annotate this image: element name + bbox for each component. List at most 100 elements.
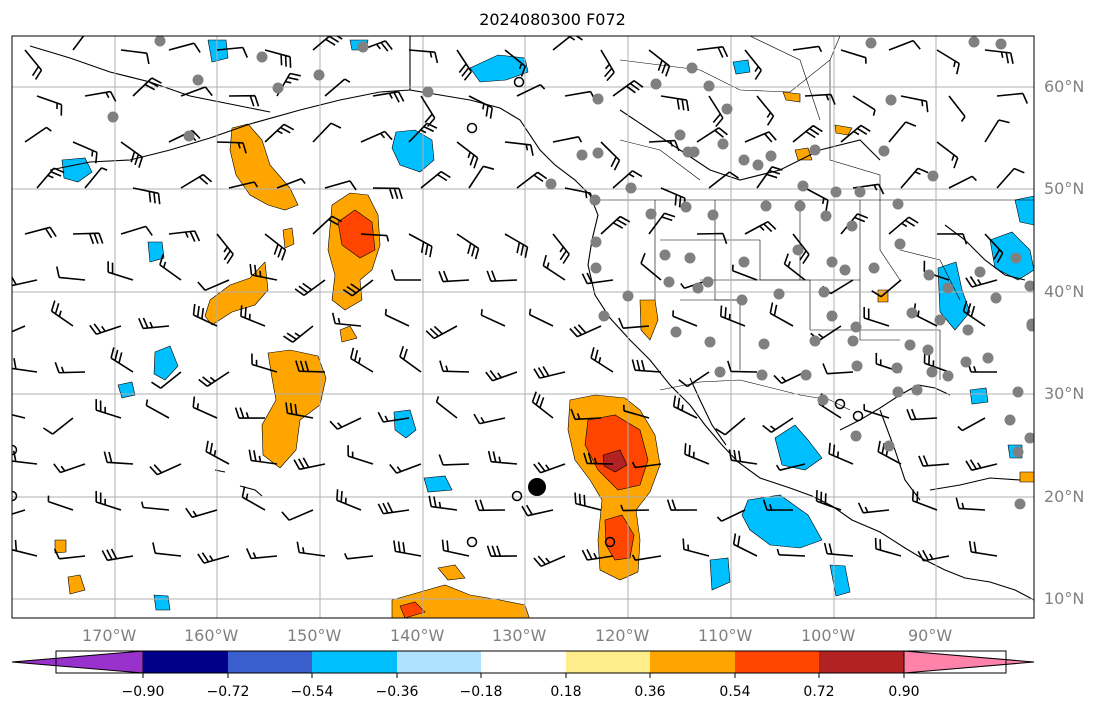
track-circle xyxy=(466,122,478,134)
station-dot xyxy=(545,178,557,190)
station-dot xyxy=(760,200,772,212)
station-dot xyxy=(183,130,195,142)
wind-barb xyxy=(965,459,998,471)
wind-barb xyxy=(281,509,314,521)
wind-barb xyxy=(438,454,470,466)
wind-barb xyxy=(957,417,986,432)
wind-barb xyxy=(783,253,806,281)
station-dot xyxy=(809,335,821,347)
station-dot xyxy=(892,198,904,210)
colorbar-tick-label: −0.36 xyxy=(375,684,419,700)
wind-barb xyxy=(159,254,182,281)
station-dot xyxy=(1004,414,1016,426)
station-dot xyxy=(830,186,842,198)
wind-barb xyxy=(295,360,326,373)
wind-barb xyxy=(874,537,902,557)
wind-barb xyxy=(72,36,85,51)
wind-barb xyxy=(276,178,306,189)
wind-barb xyxy=(120,225,153,236)
lon-label: 90°W xyxy=(908,626,953,645)
track-circle xyxy=(12,490,18,502)
wind-barb xyxy=(197,279,230,292)
station-dot xyxy=(926,366,938,378)
colorbar-tick-label: 0.90 xyxy=(888,684,920,700)
station-dot xyxy=(826,256,838,268)
lat-label: 20°N xyxy=(1044,487,1085,506)
wind-barb xyxy=(823,542,854,557)
station-dot xyxy=(756,369,768,381)
station-dot xyxy=(846,220,858,232)
station-dot xyxy=(883,440,895,452)
station-dot xyxy=(592,93,604,105)
station-dot xyxy=(847,335,859,347)
wind-barb xyxy=(276,72,301,97)
wind-barb xyxy=(360,130,393,143)
wind-barb xyxy=(428,495,458,511)
wind-barb xyxy=(696,127,728,143)
wind-barb xyxy=(408,233,433,258)
station-dot xyxy=(891,362,903,374)
wind-barb xyxy=(245,548,278,560)
wind-barb xyxy=(296,541,326,557)
wind-barb xyxy=(504,233,529,258)
wind-barb xyxy=(251,353,278,373)
station-dot xyxy=(904,339,916,351)
track-circle xyxy=(466,536,478,548)
station-dot xyxy=(357,41,369,53)
wind-barb xyxy=(12,539,38,557)
station-dot xyxy=(911,384,923,396)
wind-barb xyxy=(968,540,998,557)
station-dot xyxy=(589,194,601,206)
station-dot xyxy=(670,326,682,338)
colorbar-tick-label: −0.72 xyxy=(206,684,250,700)
wind-barb xyxy=(84,167,108,189)
wind-barb xyxy=(648,49,671,77)
lon-label: 160°W xyxy=(184,626,239,645)
wind-barb xyxy=(408,122,438,143)
station-dot xyxy=(922,344,934,356)
wind-barb xyxy=(53,548,86,560)
wind-barb xyxy=(996,92,1029,104)
wind-barb xyxy=(384,308,410,327)
storm-center-marker xyxy=(528,478,546,496)
wind-barb xyxy=(441,539,470,557)
wind-barb xyxy=(762,417,794,433)
wind-barb xyxy=(372,90,405,103)
wind-barb xyxy=(888,121,917,143)
wind-barb xyxy=(631,554,662,561)
wind-barb xyxy=(249,263,278,281)
wind-barb xyxy=(264,233,287,261)
station-dot xyxy=(663,276,675,288)
wind-barb xyxy=(347,445,374,465)
station-dot xyxy=(625,182,637,194)
wind-barb xyxy=(672,395,698,419)
station-dot xyxy=(934,314,946,326)
wind-barb xyxy=(228,181,259,189)
wind-barb xyxy=(542,254,566,281)
station-dot xyxy=(765,150,777,162)
wind-barb xyxy=(180,86,213,97)
station-dot xyxy=(962,324,974,336)
wind-barb xyxy=(696,232,728,245)
colorbar-cell xyxy=(228,651,312,673)
wind-barb xyxy=(804,187,829,212)
wind-barb xyxy=(283,325,314,343)
lat-label: 40°N xyxy=(1044,282,1085,301)
wind-barb xyxy=(408,49,439,64)
station-markers xyxy=(107,36,1034,510)
wind-barb xyxy=(533,366,566,379)
station-dot xyxy=(256,51,268,63)
wind-barb xyxy=(888,39,921,51)
wind-barb xyxy=(871,279,902,298)
station-dot xyxy=(851,360,863,372)
station-dot xyxy=(752,159,764,171)
station-dot xyxy=(1014,498,1026,510)
wind-barb xyxy=(840,124,871,143)
political-borders xyxy=(409,36,1034,411)
wind-barb xyxy=(312,122,342,143)
wind-barb xyxy=(435,396,458,419)
station-dot xyxy=(809,144,821,156)
wind-barb xyxy=(756,95,775,126)
station-dot xyxy=(826,310,838,322)
